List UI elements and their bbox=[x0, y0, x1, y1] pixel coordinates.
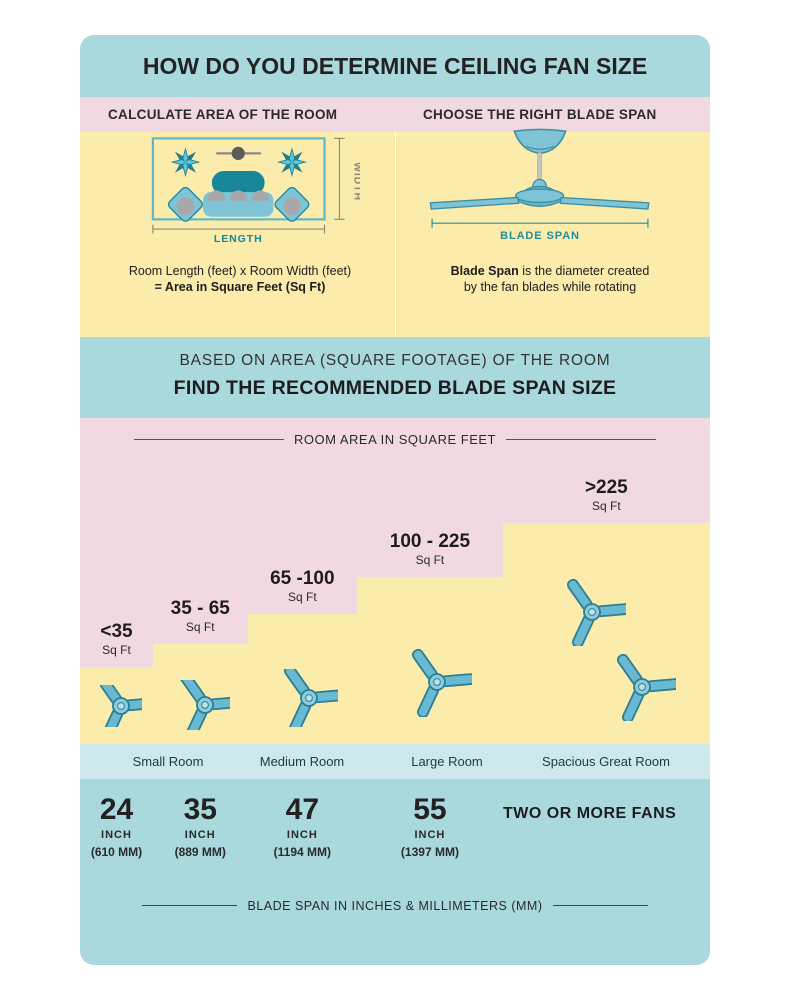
svg-text:WIDTH: WIDTH bbox=[351, 162, 360, 201]
svg-text:LENGTH: LENGTH bbox=[214, 233, 263, 244]
svg-text:BLADE SPAN: BLADE SPAN bbox=[500, 230, 580, 242]
